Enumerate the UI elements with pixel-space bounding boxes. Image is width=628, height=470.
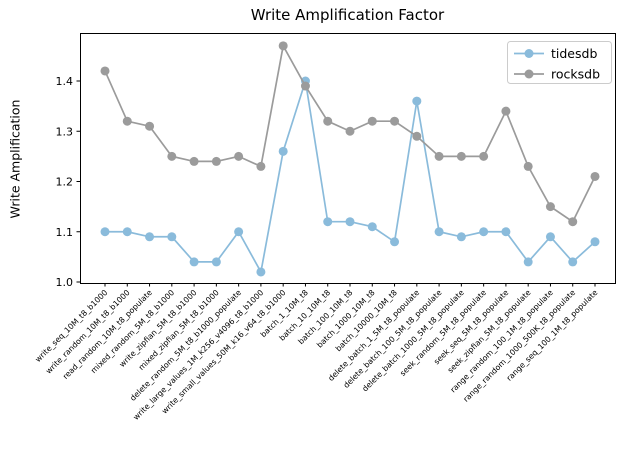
data-point-tidesdb (390, 237, 400, 247)
data-point-rocksdb (523, 161, 533, 171)
plot-border (80, 33, 616, 284)
data-point-tidesdb (323, 217, 333, 227)
data-point-rocksdb (456, 151, 466, 161)
legend-label-tidesdb: tidesdb (551, 46, 597, 61)
data-point-tidesdb (100, 227, 110, 237)
data-point-rocksdb (412, 131, 422, 141)
data-point-rocksdb (145, 121, 155, 131)
legend-marker-rocksdb (524, 69, 534, 79)
data-point-rocksdb (345, 126, 355, 136)
data-point-tidesdb (145, 232, 155, 242)
data-point-tidesdb (456, 232, 466, 242)
data-point-tidesdb (501, 227, 511, 237)
data-point-rocksdb (323, 116, 333, 126)
y-axis-tick-label: 1.0 (56, 276, 74, 289)
data-point-rocksdb (501, 106, 511, 116)
data-point-rocksdb (278, 41, 288, 51)
data-point-tidesdb (278, 146, 288, 156)
data-point-tidesdb (523, 257, 533, 267)
data-point-rocksdb (256, 161, 266, 171)
data-point-tidesdb (345, 217, 355, 227)
data-point-rocksdb (568, 217, 578, 227)
data-point-rocksdb (300, 81, 310, 91)
data-point-rocksdb (234, 151, 244, 161)
data-point-rocksdb (479, 151, 489, 161)
data-point-tidesdb (568, 257, 578, 267)
y-axis-tick-label: 1.2 (56, 176, 74, 189)
y-axis-tick-label: 1.4 (56, 75, 74, 88)
series-line-tidesdb (105, 80, 596, 275)
data-point-tidesdb (545, 232, 555, 242)
data-point-tidesdb (167, 232, 177, 242)
data-point-tidesdb (412, 96, 422, 106)
data-point-tidesdb (256, 267, 266, 277)
data-point-tidesdb (434, 227, 444, 237)
data-point-tidesdb (479, 227, 489, 237)
data-point-tidesdb (189, 257, 199, 267)
data-point-rocksdb (211, 156, 221, 166)
data-point-rocksdb (367, 116, 377, 126)
y-axis-tick-label: 1.3 (56, 125, 74, 138)
data-point-rocksdb (122, 116, 132, 126)
legend-label-rocksdb: rocksdb (551, 67, 600, 82)
data-point-rocksdb (100, 66, 110, 76)
data-point-rocksdb (590, 171, 600, 181)
chart-title: Write Amplification Factor (250, 6, 445, 24)
data-point-rocksdb (390, 116, 400, 126)
data-point-rocksdb (189, 156, 199, 166)
data-point-tidesdb (234, 227, 244, 237)
data-point-tidesdb (590, 237, 600, 247)
data-point-tidesdb (367, 222, 377, 232)
legend-marker-tidesdb (524, 49, 534, 58)
data-point-rocksdb (545, 202, 555, 212)
y-axis-tick-label: 1.1 (56, 226, 74, 239)
data-point-tidesdb (211, 257, 221, 267)
data-point-rocksdb (167, 151, 177, 161)
data-point-rocksdb (434, 151, 444, 161)
legend-box (507, 41, 612, 84)
data-point-tidesdb (122, 227, 132, 237)
